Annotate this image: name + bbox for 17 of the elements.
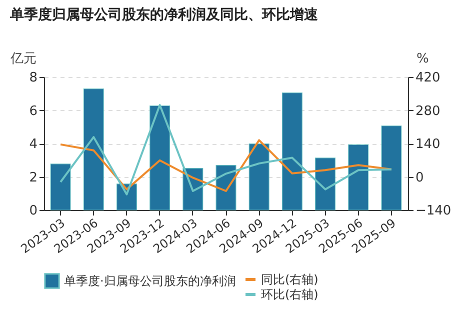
- y2-tick-label: 140: [416, 137, 440, 152]
- legend-label: 单季度·归属母公司股东的净利润: [64, 274, 236, 288]
- legend-label: 同比(右轴): [261, 272, 318, 286]
- y-tick-label: 2: [29, 170, 38, 186]
- line-series: [60, 139, 392, 192]
- y2-tick-label: 0: [416, 170, 424, 186]
- y-axis-title: 亿元: [10, 52, 36, 66]
- chart-title: 单季度归属母公司股东的净利润及同比、环比增速: [9, 6, 319, 23]
- y2-tick-label: 420: [416, 70, 440, 86]
- y-tick-label: 8: [29, 70, 38, 86]
- y-tick-label: 0: [29, 204, 38, 218]
- y-tick-label: 4: [29, 137, 38, 152]
- y2-tick-label: −140: [416, 204, 452, 218]
- y2-axis-title: %: [416, 52, 429, 66]
- legend-label: 环比(右轴): [261, 288, 318, 302]
- y-tick-label: 6: [29, 104, 38, 119]
- y2-tick-label: 280: [416, 104, 440, 119]
